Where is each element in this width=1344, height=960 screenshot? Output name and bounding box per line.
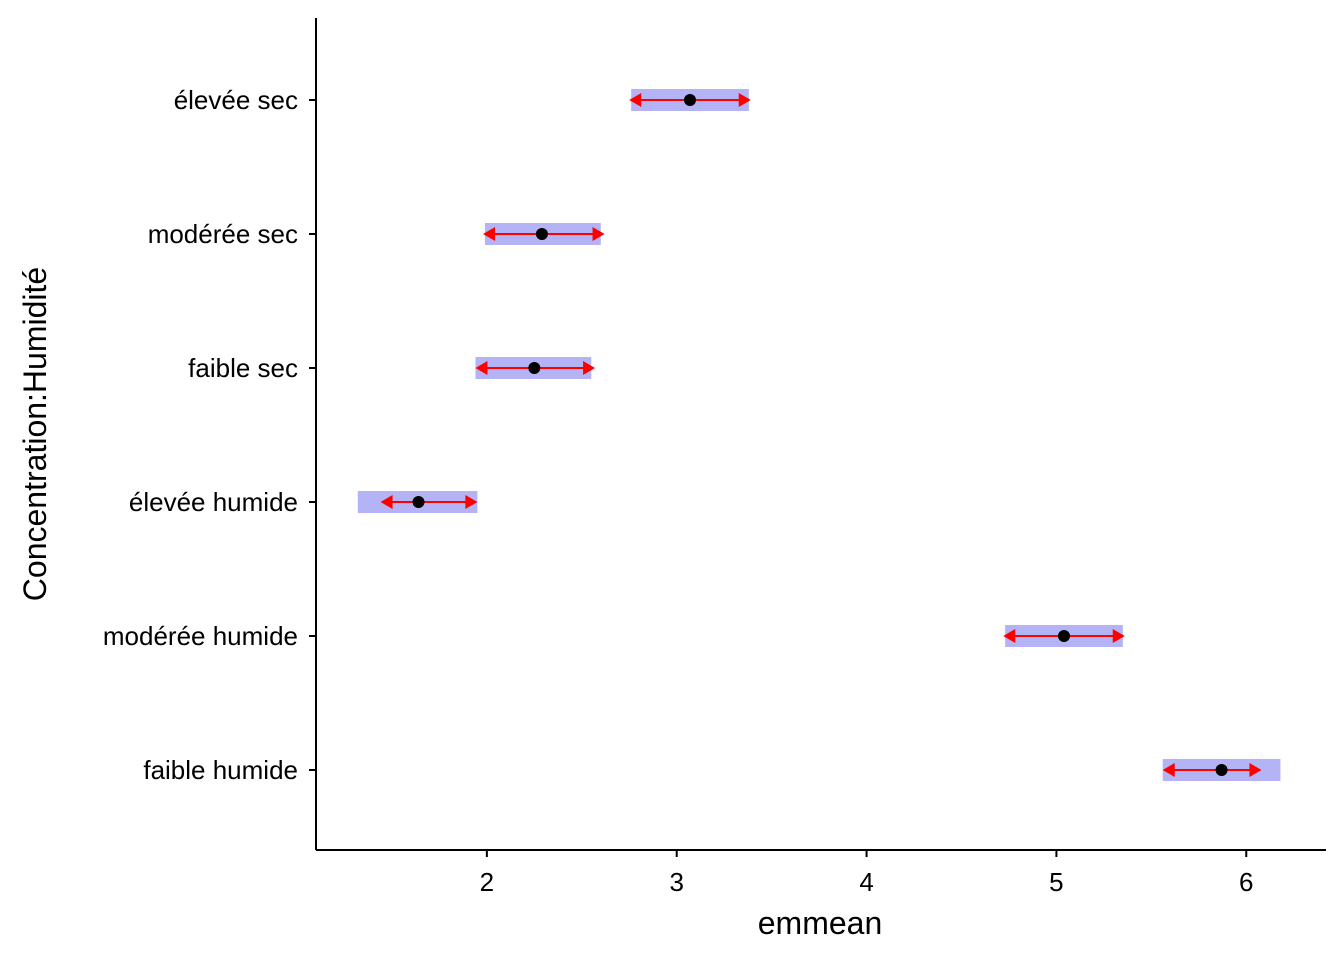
x-axis-title: emmean: [758, 905, 883, 941]
comparison-arrowhead-right: [592, 227, 605, 241]
x-tick-label: 4: [859, 867, 873, 897]
comparison-arrowhead-left: [629, 93, 642, 107]
y-tick-label: modérée sec: [148, 219, 298, 249]
x-tick-label: 3: [669, 867, 683, 897]
data-row: [1003, 625, 1125, 647]
data-row: [1162, 759, 1281, 781]
comparison-arrowhead-left: [475, 361, 488, 375]
y-tick-label: élevée humide: [129, 487, 298, 517]
emmean-point: [412, 496, 425, 508]
comparison-arrowhead-right: [1112, 629, 1125, 643]
x-tick-label: 5: [1049, 867, 1063, 897]
emmean-point: [684, 94, 697, 106]
data-row: [629, 89, 751, 111]
comparison-arrowhead-left: [1003, 629, 1016, 643]
comparison-arrowhead-left: [380, 495, 393, 509]
comparison-arrowhead-left: [1162, 763, 1175, 777]
emmean-point: [1058, 630, 1071, 642]
y-tick-label: faible humide: [143, 755, 298, 785]
y-tick-label: élevée sec: [174, 85, 298, 115]
data-row: [483, 223, 605, 245]
emmean-point: [528, 362, 541, 374]
comparison-arrowhead-right: [465, 495, 478, 509]
y-axis-title: Concentration:Humidité: [17, 267, 53, 601]
x-axis-ticks: 2 3 4 5 6: [480, 850, 1253, 897]
comparison-arrowhead-right: [738, 93, 751, 107]
plot-area: [357, 89, 1281, 781]
y-tick-label: modérée humide: [103, 621, 298, 651]
data-row: [357, 491, 478, 513]
emmean-point: [1215, 764, 1228, 776]
comparison-arrowhead-right: [1249, 763, 1262, 777]
y-axis-ticks: élevée sec modérée sec faible sec élevée hu…: [103, 85, 316, 785]
comparison-arrowhead-left: [483, 227, 496, 241]
y-tick-label: faible sec: [188, 353, 298, 383]
emmean-point: [535, 228, 548, 240]
x-tick-label: 6: [1239, 867, 1253, 897]
data-row: [475, 357, 596, 379]
comparison-arrowhead-right: [583, 361, 596, 375]
x-tick-label: 2: [480, 867, 494, 897]
